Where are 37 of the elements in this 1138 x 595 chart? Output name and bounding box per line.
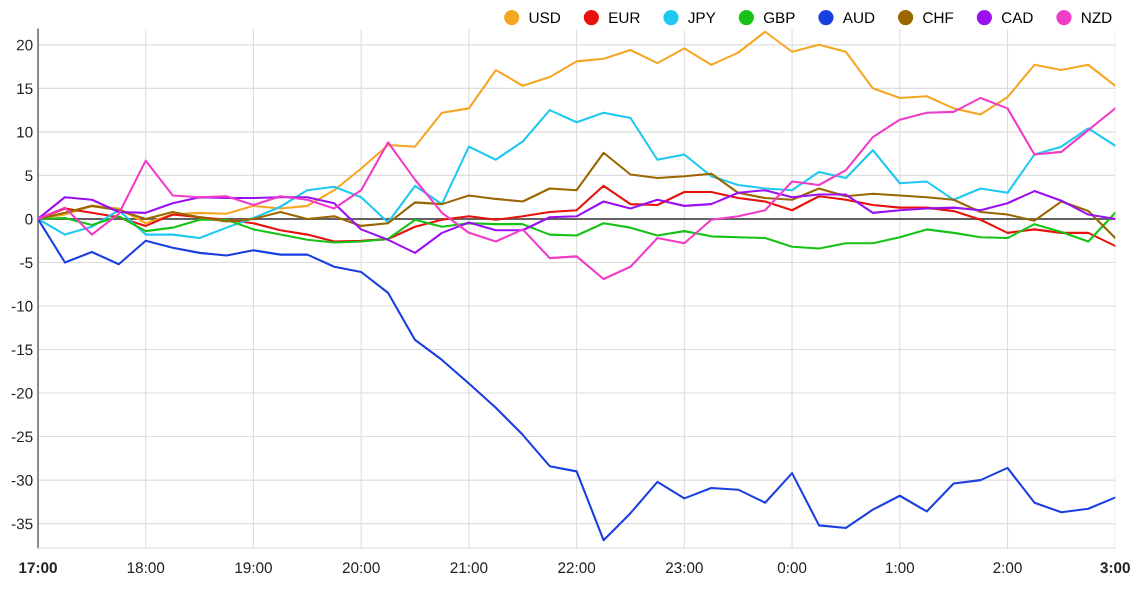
y-tick-label: 20 (16, 39, 33, 51)
y-tick-label: -10 (11, 300, 33, 312)
legend-label: GBP (763, 12, 795, 24)
x-tick-label: 1:00 (886, 562, 915, 574)
x-tick-label: 18:00 (127, 562, 165, 574)
x-tick-label: 2:00 (993, 562, 1022, 574)
y-tick-label: -15 (11, 344, 33, 356)
y-tick-label: 15 (17, 83, 33, 95)
x-tick-label: 23:00 (666, 562, 703, 574)
line-series (38, 96, 1116, 281)
y-tick-label: -20 (11, 387, 33, 399)
x-tick-label: 19:00 (235, 562, 272, 574)
line-series (38, 151, 1116, 240)
legend-label: CHF (923, 12, 954, 24)
line-series (38, 217, 1116, 542)
y-tick-label: -30 (11, 474, 33, 486)
y-tick-label: 5 (25, 170, 33, 182)
y-tick-label: 0 (25, 213, 33, 225)
line-series (38, 109, 1116, 240)
y-tick-label: 10 (17, 126, 33, 138)
x-tick-label: 20:00 (342, 562, 380, 574)
y-tick-label: -25 (11, 431, 33, 443)
legend-label: EUR (609, 12, 640, 24)
x-tick-label: 17:00 (19, 562, 57, 574)
x-tick-label: 3:00 (1100, 562, 1130, 574)
x-tick-label: 0:00 (777, 562, 807, 574)
legend-label: JPY (688, 12, 716, 24)
line-series (38, 211, 1116, 250)
x-tick-label: 21:00 (450, 562, 488, 574)
legend-label: CAD (1001, 12, 1033, 24)
legend-label: AUD (842, 12, 875, 24)
y-tick-label: -35 (11, 518, 33, 530)
legend-label: NZD (1082, 12, 1112, 23)
y-tick-label: -5 (20, 257, 33, 269)
legend-label: USD (529, 12, 561, 24)
line-series (38, 189, 1116, 254)
x-tick-label: 22:00 (558, 562, 596, 574)
